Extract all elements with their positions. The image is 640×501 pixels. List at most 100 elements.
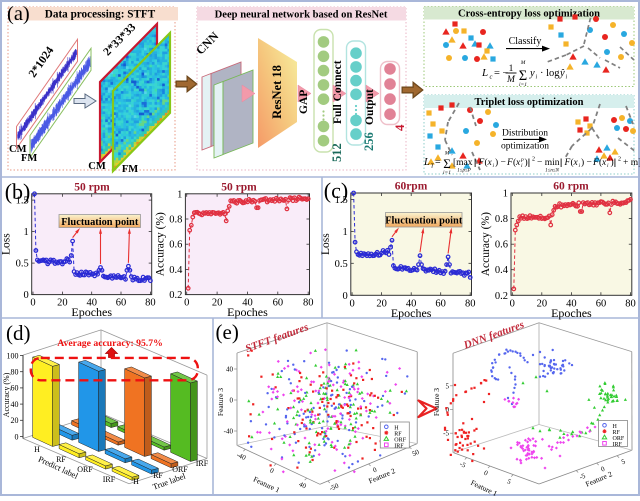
svg-text:Accuracy (%): Accuracy (%): [2, 372, 11, 417]
svg-text:0: 0: [30, 298, 35, 309]
svg-text:F: F: [592, 158, 599, 168]
svg-text:Fluctuation point: Fluctuation point: [385, 216, 463, 227]
svg-text:Classify: Classify: [509, 36, 542, 47]
svg-text:Triplet loss optimization: Triplet loss optimization: [475, 97, 584, 108]
svg-text:· log: · log: [540, 68, 560, 79]
svg-text:H: H: [34, 445, 40, 454]
svg-text:60 rpm: 60 rpm: [553, 181, 589, 193]
svg-text:80: 80: [465, 298, 476, 309]
svg-text:ŷ: ŷ: [559, 68, 565, 79]
svg-text:Average accuracy: 95.7%: Average accuracy: 95.7%: [57, 338, 163, 349]
svg-text:80: 80: [145, 298, 156, 309]
svg-text:Full Connect: Full Connect: [332, 60, 344, 124]
svg-text:Data processing: STFT: Data processing: STFT: [45, 9, 156, 21]
svg-text:IRF: IRF: [196, 459, 209, 468]
svg-text:Deep neural network based on R: Deep neural network based on ResNet: [215, 10, 388, 21]
svg-text:GAP: GAP: [298, 90, 310, 114]
svg-text:IRF: IRF: [394, 443, 404, 449]
svg-text:0: 0: [510, 298, 515, 309]
svg-text:Accuracy (%): Accuracy (%): [480, 212, 492, 276]
svg-text:100: 100: [7, 351, 19, 360]
svg-text:20: 20: [212, 298, 223, 309]
svg-text:ResNet 18: ResNet 18: [270, 65, 284, 119]
svg-text:(b): (b): [5, 179, 31, 204]
svg-text:Epoches: Epoches: [391, 306, 432, 320]
svg-text:Distribution: Distribution: [502, 129, 548, 139]
svg-text:+ m]: + m]: [623, 158, 640, 168]
svg-text:50 rpm: 50 rpm: [221, 181, 257, 193]
svg-text:1: 1: [343, 227, 348, 238]
svg-text:F: F: [506, 158, 513, 168]
svg-text:0.8: 0.8: [169, 215, 182, 226]
svg-text:0.2: 0.2: [495, 291, 508, 302]
svg-text:1≤p≤P: 1≤p≤P: [457, 169, 471, 174]
svg-text:− min: − min: [537, 158, 560, 168]
svg-text:(c): (c): [324, 178, 348, 203]
svg-text:M: M: [506, 75, 516, 85]
svg-text:1: 1: [503, 189, 508, 200]
svg-text:60: 60: [11, 384, 19, 393]
svg-text:FM: FM: [122, 164, 138, 175]
svg-text:F: F: [478, 158, 485, 168]
svg-text:(d): (d): [6, 321, 31, 345]
svg-text:1: 1: [509, 64, 514, 74]
svg-text:y: y: [529, 68, 535, 79]
svg-text:) −: ) −: [495, 157, 506, 168]
svg-text:i=1: i=1: [519, 82, 527, 88]
svg-text:0.6: 0.6: [169, 240, 182, 251]
svg-text:F: F: [564, 158, 571, 168]
svg-text:Feature 3: Feature 3: [432, 388, 441, 416]
svg-text:M: M: [520, 60, 526, 66]
svg-text:60rpm: 60rpm: [395, 181, 428, 193]
svg-text:Epoches: Epoches: [71, 305, 112, 319]
svg-text:1≤n≤N: 1≤n≤N: [545, 169, 559, 174]
svg-text:80: 80: [11, 368, 19, 377]
svg-text:Epoches: Epoches: [551, 306, 592, 320]
svg-text:M: M: [444, 151, 450, 157]
svg-text:60: 60: [116, 298, 127, 309]
svg-text:0.6: 0.6: [495, 240, 508, 251]
svg-text:0: 0: [343, 291, 348, 302]
svg-text:0: 0: [15, 432, 19, 441]
svg-text:i=1: i=1: [443, 170, 451, 176]
svg-text:50 rpm: 50 rpm: [74, 181, 110, 193]
svg-text:0: 0: [184, 298, 189, 309]
svg-text:H: H: [133, 477, 139, 486]
svg-text:0.8: 0.8: [495, 214, 508, 225]
svg-text:c: c: [490, 74, 493, 81]
svg-text:2: 2: [618, 157, 621, 163]
svg-text:CM: CM: [88, 161, 106, 172]
svg-text:optimization: optimization: [501, 142, 549, 152]
svg-text:-5: -5: [443, 430, 449, 438]
svg-text:Σ: Σ: [443, 156, 451, 171]
svg-text:L: L: [423, 157, 430, 168]
svg-text:5: 5: [446, 382, 450, 390]
svg-text:0.4: 0.4: [495, 265, 509, 276]
svg-text:Loss: Loss: [320, 233, 332, 255]
svg-text:60: 60: [435, 298, 446, 309]
svg-text:60: 60: [596, 298, 607, 309]
svg-text:0: 0: [349, 298, 354, 309]
svg-text:0.5: 0.5: [335, 259, 348, 270]
svg-text:1: 1: [177, 189, 182, 200]
svg-text:Epoches: Epoches: [227, 305, 268, 319]
svg-text:80: 80: [625, 298, 636, 309]
svg-text:2: 2: [532, 157, 535, 163]
svg-text:20: 20: [57, 298, 68, 309]
svg-text:[max: [max: [453, 158, 473, 168]
svg-text:-40: -40: [224, 428, 234, 436]
svg-text:40: 40: [11, 400, 19, 409]
svg-text:L: L: [481, 67, 488, 79]
svg-text:(a): (a): [7, 3, 30, 25]
svg-text:256: 256: [362, 132, 376, 151]
svg-text:) −: ) −: [581, 157, 592, 168]
svg-text:FM: FM: [21, 153, 37, 164]
svg-text:512: 512: [330, 143, 344, 162]
svg-text:20: 20: [11, 416, 19, 425]
svg-text:0.4: 0.4: [169, 265, 183, 276]
svg-text:4: 4: [392, 124, 407, 131]
svg-text:Loss: Loss: [1, 233, 13, 255]
svg-text:IRF: IRF: [103, 475, 116, 484]
svg-text:80: 80: [303, 298, 314, 309]
svg-text:0: 0: [23, 290, 28, 301]
